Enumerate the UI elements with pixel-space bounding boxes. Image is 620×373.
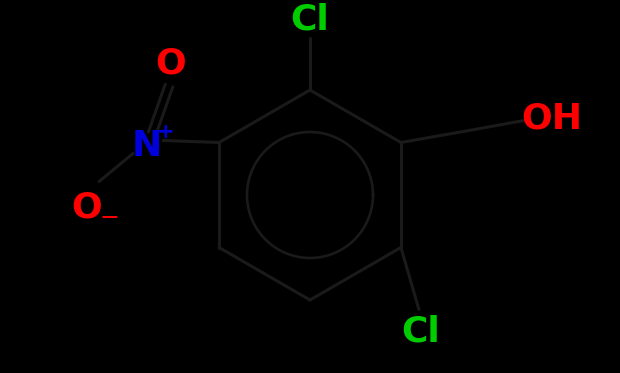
Text: O: O xyxy=(72,191,102,225)
Text: Cl: Cl xyxy=(402,314,440,348)
Text: +: + xyxy=(156,122,174,141)
Text: Cl: Cl xyxy=(291,3,329,37)
Text: O: O xyxy=(156,47,187,81)
Text: OH: OH xyxy=(521,101,583,135)
Text: −: − xyxy=(99,206,119,229)
Text: N: N xyxy=(132,129,162,163)
